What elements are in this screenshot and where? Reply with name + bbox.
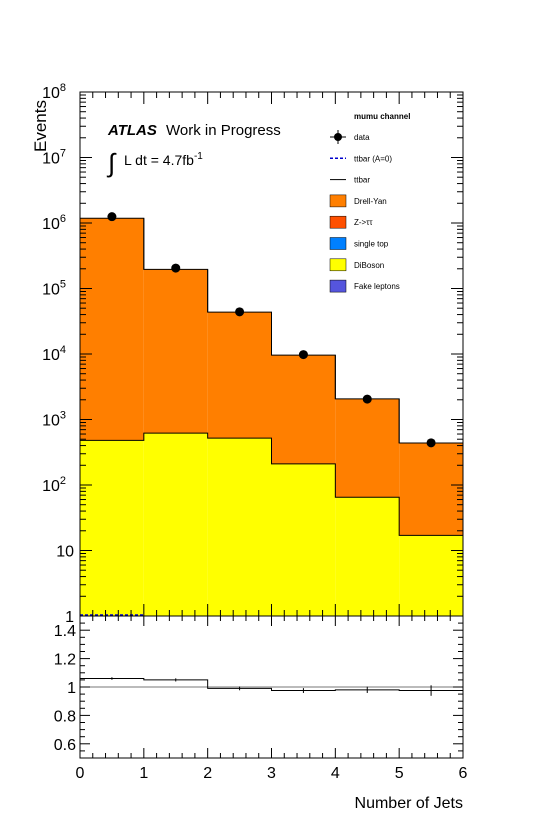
x-tick-label: 4 (331, 765, 340, 782)
x-axis-label: Number of Jets (355, 795, 463, 812)
diboson-bar (143, 433, 208, 616)
legend-label: Drell-Yan (354, 197, 387, 206)
y-tick-label: 104 (42, 344, 66, 364)
x-tick-label: 6 (459, 765, 468, 782)
diboson-bar (271, 463, 336, 616)
diboson-bar (399, 535, 463, 616)
legend-label: Fake leptons (354, 282, 400, 291)
drell-yan-bar (207, 312, 272, 439)
data-point (171, 263, 181, 273)
legend-swatch (329, 194, 347, 208)
x-tick-label: 2 (203, 765, 212, 782)
diboson-bar (80, 440, 144, 616)
legend-title: mumu channel (354, 112, 410, 121)
legend-label: DiBoson (354, 261, 384, 270)
drell-yan-bar (80, 218, 144, 441)
y-tick-label: 108 (42, 82, 66, 102)
legend-label: single top (354, 240, 389, 249)
integral-symbol: ∫ (106, 148, 117, 178)
legend-swatch (329, 258, 347, 272)
luminosity-label: L dt = 4.7fb-1 (124, 151, 203, 168)
drell-yan-bar (271, 355, 336, 464)
y-tick-label: 106 (42, 213, 66, 233)
ratio-y-tick-label: 0.6 (54, 737, 76, 754)
y-tick-label: 107 (42, 148, 66, 168)
ratio-y-tick-label: 1 (67, 680, 76, 697)
y-tick-label: 103 (42, 410, 66, 430)
drell-yan-bar (143, 269, 208, 434)
data-point (426, 438, 436, 448)
x-tick-label: 1 (139, 765, 148, 782)
y-tick-label: 105 (42, 279, 66, 299)
legend-label: ttbar (A=0) (354, 154, 392, 163)
ratio-line (80, 677, 463, 692)
legend-label: Z->ττ (354, 218, 373, 227)
data-point (107, 212, 117, 222)
y-tick-label: 102 (42, 475, 66, 495)
legend-label: ttbar (354, 176, 370, 185)
diboson-bar (335, 497, 400, 616)
legend-swatch (329, 215, 347, 229)
drell-yan-bar (335, 398, 400, 498)
ratio-y-tick-label: 1.2 (54, 652, 76, 669)
ratio-y-tick-label: 1.4 (54, 623, 76, 640)
diboson-outline (80, 432, 463, 536)
data-point (362, 394, 372, 404)
y-tick-label: 1 (65, 609, 74, 626)
work-in-progress-label: Work in Progress (166, 122, 281, 139)
drell-yan-bar (399, 443, 463, 536)
data-point (235, 307, 245, 317)
legend-marker (334, 133, 342, 141)
x-tick-label: 5 (395, 765, 404, 782)
legend-label: data (354, 133, 370, 142)
x-tick-label: 0 (76, 765, 85, 782)
legend-swatch (329, 279, 347, 293)
ratio-y-tick-label: 0.8 (54, 708, 76, 725)
x-tick-label: 3 (267, 765, 276, 782)
data-point (298, 350, 308, 360)
y-axis-label: Events (31, 100, 50, 152)
legend-swatch (329, 237, 347, 250)
y-tick-label: 10 (56, 544, 74, 561)
diboson-bar (207, 438, 272, 616)
atlas-label: ATLAS (107, 122, 157, 139)
